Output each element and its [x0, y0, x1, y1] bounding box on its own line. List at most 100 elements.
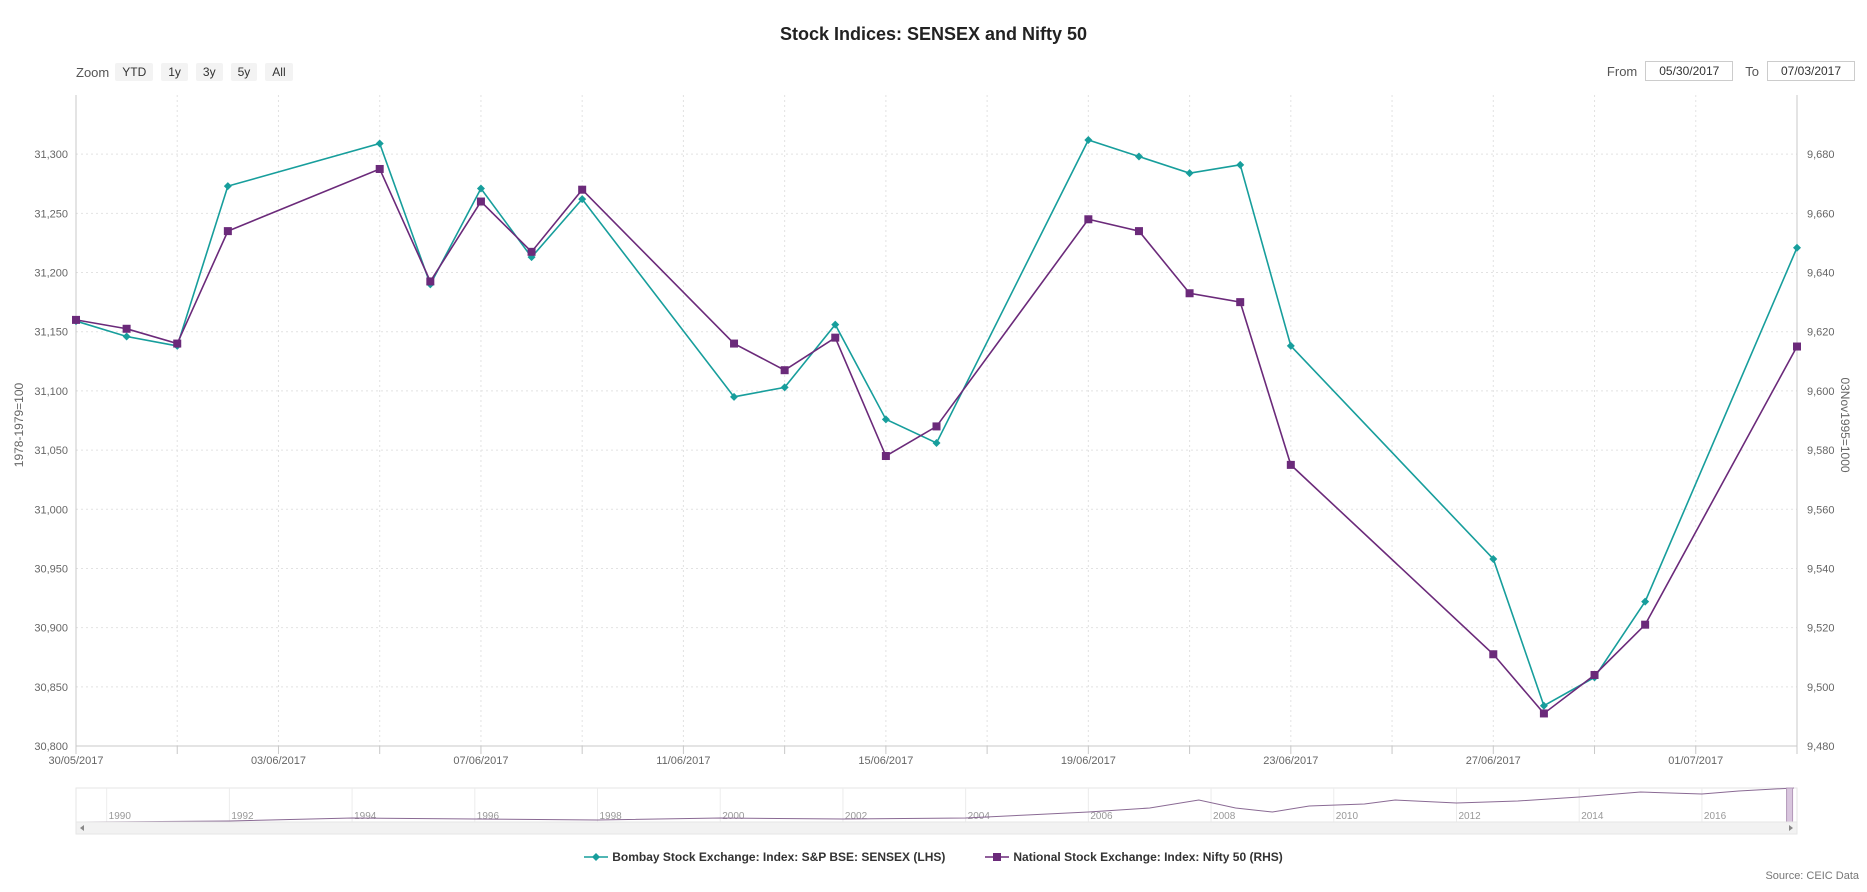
legend-item-sensex[interactable]: Bombay Stock Exchange: Index: S&P BSE: S… [584, 850, 945, 864]
scroll-right-arrow-icon [1789, 825, 1793, 831]
navigator-year-label: 2008 [1213, 811, 1236, 822]
sensex-point [1185, 169, 1194, 178]
navigator-frame [75, 787, 1798, 823]
y-right-tick-label: 9,500 [1807, 682, 1835, 694]
y-right-tick-label: 9,580 [1807, 445, 1835, 457]
nifty-point [375, 164, 384, 173]
scroll-left-arrow-icon [80, 825, 84, 831]
from-date-input[interactable]: 05/30/2017 [1645, 61, 1734, 81]
y-right-tick-label: 9,560 [1807, 504, 1835, 516]
sensex-point [122, 332, 131, 341]
legend-item-nifty[interactable]: National Stock Exchange: Index: Nifty 50… [985, 850, 1283, 864]
zoom-controls: Zoom YTD 1y 3y 5y All [76, 63, 301, 81]
nifty-point [223, 227, 232, 236]
sensex-point [881, 415, 890, 424]
nifty-point [72, 315, 80, 324]
navigator-year-label: 2014 [1581, 811, 1604, 822]
navigator-year-label: 2004 [968, 811, 991, 822]
y-right-tick-label: 9,600 [1807, 386, 1835, 398]
nifty-point [1084, 215, 1093, 224]
sensex-point [375, 139, 384, 148]
legend-sensex-label: Bombay Stock Exchange: Index: S&P BSE: S… [612, 850, 946, 864]
y-left-tick-label: 31,200 [34, 268, 68, 280]
navigator-year-label: 1992 [231, 811, 254, 822]
legend-nifty-swatch [985, 853, 1010, 861]
x-tick-label: 30/05/2017 [48, 755, 103, 767]
sensex-line [75, 139, 1798, 707]
navigator-year-label: 2016 [1704, 811, 1727, 822]
navigator-year-label: 1996 [477, 811, 500, 822]
navigator-year-label: 1990 [109, 811, 132, 822]
sensex-point [932, 438, 941, 447]
navigator-scrollbar [75, 821, 1798, 835]
y-left-tick-label: 31,050 [34, 445, 68, 457]
navigator-year-label: 2002 [845, 811, 868, 822]
sensex-point [730, 392, 739, 401]
y-left-tick-label: 30,900 [34, 623, 68, 635]
nifty-point [527, 247, 536, 256]
nifty-point [1641, 620, 1650, 629]
legend-sensex-swatch [584, 853, 609, 861]
nifty-point [122, 324, 131, 333]
nifty-point [476, 197, 485, 206]
series-group [72, 135, 1801, 718]
y-left-tick-label: 31,250 [34, 208, 68, 220]
navigator-year-label: 1998 [600, 811, 623, 822]
y-left-tick-label: 31,000 [34, 504, 68, 516]
nifty-point [730, 339, 739, 348]
zoom-3y-button[interactable]: 3y [195, 63, 223, 81]
chart-svg: 30,800 30,850 30,900 30,950 31,000 31,050 31,1… [34, 95, 1835, 835]
x-tick-label: 11/06/2017 [656, 755, 710, 767]
navigator-year-label: 2012 [1458, 811, 1481, 822]
zoom-ytd-button[interactable]: YTD [115, 63, 154, 81]
navigator-year-label: 2006 [1090, 811, 1113, 822]
navigator-year-label: 1994 [354, 811, 377, 822]
nifty-point [1185, 289, 1194, 298]
y-right-tick-label: 9,480 [1807, 741, 1835, 753]
y-left-tick-label: 31,300 [34, 149, 68, 161]
zoom-all-button[interactable]: All [265, 63, 293, 81]
to-date-input[interactable]: 07/03/2017 [1767, 61, 1855, 81]
x-tick-label: 03/06/2017 [251, 755, 306, 767]
y-left-tick-label: 31,100 [34, 386, 68, 398]
navigator-year-label: 2000 [722, 811, 745, 822]
nifty-point [1134, 227, 1143, 236]
x-tick-label: 19/06/2017 [1061, 755, 1116, 767]
y-left-tick-label: 30,950 [34, 563, 68, 575]
x-tick-label: 07/06/2017 [453, 755, 508, 767]
legend-nifty-label: National Stock Exchange: Index: Nifty 50… [1013, 850, 1283, 864]
nifty-point [1236, 298, 1245, 307]
nifty-line [75, 167, 1798, 715]
sensex-point [1084, 135, 1093, 144]
x-tick-label: 15/06/2017 [858, 755, 913, 767]
nifty-point [1590, 670, 1599, 679]
y-right-tick-label: 9,680 [1807, 149, 1835, 161]
nifty-point [831, 333, 840, 342]
y-right-tick-label: 9,540 [1807, 563, 1835, 575]
y-right-tick-label: 9,520 [1807, 623, 1835, 635]
zoom-1y-button[interactable]: 1y [161, 63, 188, 81]
navigator-handle [1786, 787, 1794, 823]
y-left-tick-label: 31,150 [34, 327, 68, 339]
sensex-point [1539, 701, 1548, 710]
nifty-point [1286, 460, 1295, 469]
legend: Bombay Stock Exchange: Index: S&P BSE: S… [0, 850, 1867, 864]
to-label: To [1745, 63, 1759, 79]
navigator-year-label: 2010 [1336, 811, 1359, 822]
y-right-tick-label: 9,660 [1807, 208, 1835, 220]
sensex-point [1134, 152, 1143, 161]
from-label: From [1606, 63, 1638, 79]
chart-title: Stock Indices: SENSEX and Nifty 50 [779, 24, 1088, 44]
sensex-point [831, 320, 840, 329]
nifty-point [932, 422, 941, 431]
navigator[interactable]: 1990 1992 1994 1996 1998 2000 2002 2004 2006 2008… [75, 787, 1798, 835]
axes: 30,800 30,850 30,900 30,950 31,000 31,050 31,1… [34, 95, 1835, 767]
date-range: From 05/30/2017 To 07/03/2017 [1595, 61, 1855, 81]
nifty-point [578, 185, 587, 194]
sensex-point [780, 383, 789, 392]
sensex-point [476, 184, 485, 193]
x-tick-label: 23/06/2017 [1263, 755, 1318, 767]
zoom-5y-button[interactable]: 5y [230, 63, 258, 81]
sensex-point [1489, 554, 1498, 563]
sensex-point [1236, 160, 1245, 169]
